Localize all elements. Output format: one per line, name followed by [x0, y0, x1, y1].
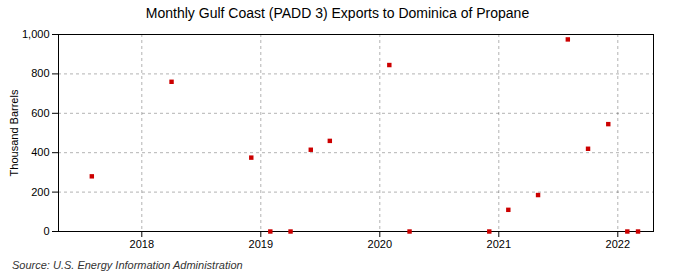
svg-text:800: 800: [31, 67, 49, 79]
svg-text:0: 0: [43, 225, 49, 237]
svg-text:1,000: 1,000: [22, 28, 50, 40]
svg-text:400: 400: [31, 146, 49, 158]
svg-text:2020: 2020: [368, 238, 392, 250]
svg-text:Thousand Barrels: Thousand Barrels: [8, 89, 20, 176]
svg-text:2019: 2019: [249, 238, 273, 250]
html-text:Monthly Gulf Coast (PADD 3) Ex: Monthly Gulf Coast (PADD 3) Exports to D…: [145, 5, 530, 21]
svg-text:2022: 2022: [606, 238, 630, 250]
svg-text:600: 600: [31, 107, 49, 119]
html-text:Source: U.S. Energy Informatio: Source: U.S. Energy Information Administ…: [12, 259, 243, 271]
svg-text:200: 200: [31, 186, 49, 198]
svg-text:2021: 2021: [487, 238, 511, 250]
svg-text:2018: 2018: [130, 238, 154, 250]
